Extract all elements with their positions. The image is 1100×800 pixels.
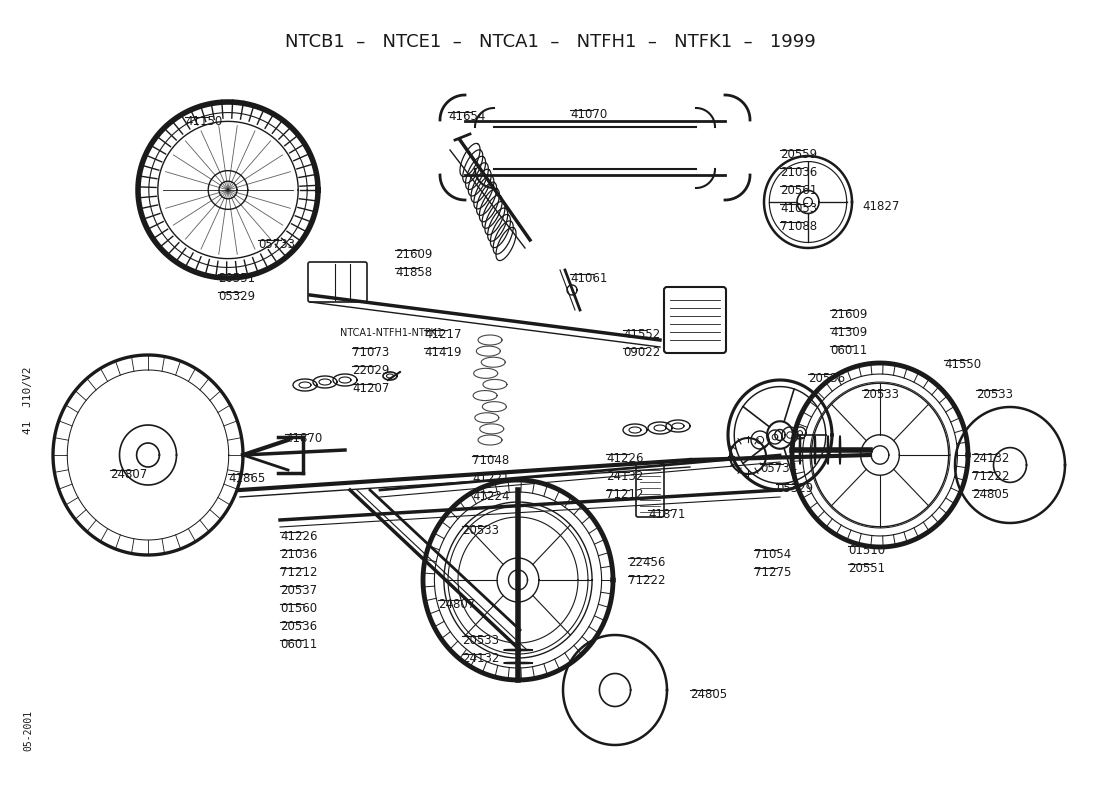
Text: 41858: 41858 [395,266,432,279]
Text: 06011: 06011 [280,638,317,651]
Text: 24807: 24807 [110,468,147,481]
FancyBboxPatch shape [308,262,367,302]
Text: 71212: 71212 [606,488,643,501]
Text: NTCB1  –   NTCE1  –   NTCA1  –   NTFH1  –   NTFK1  –   1999: NTCB1 – NTCE1 – NTCA1 – NTFH1 – NTFK1 – … [285,33,815,51]
Text: 20536: 20536 [808,372,845,385]
Text: 41053: 41053 [780,202,817,215]
Text: 24805: 24805 [690,688,727,701]
Text: 71222: 71222 [972,470,1010,483]
Text: 41654: 41654 [448,110,485,123]
Text: 05734: 05734 [760,462,798,475]
Text: 71054: 71054 [754,548,791,561]
Text: 41217: 41217 [424,328,462,341]
Text: 20559: 20559 [780,148,817,161]
Text: 71073: 71073 [352,346,389,359]
Text: 20533: 20533 [462,634,499,647]
Text: 24132: 24132 [462,652,499,665]
Text: 21036: 21036 [780,166,817,179]
Text: 01510: 01510 [848,544,886,557]
Text: 20533: 20533 [976,388,1013,401]
FancyBboxPatch shape [664,287,726,353]
Text: 41827: 41827 [862,200,900,213]
Text: NTCA1-NTFH1-NTFK1: NTCA1-NTFH1-NTFK1 [340,328,443,338]
Text: 05329: 05329 [218,290,255,303]
Text: 41870: 41870 [285,432,322,445]
Text: 41309: 41309 [830,326,867,339]
Text: 20533: 20533 [462,524,499,537]
Text: 24132: 24132 [972,452,1010,465]
Text: 41871: 41871 [648,508,685,521]
Text: 05-2001: 05-2001 [23,710,33,750]
Text: 41226: 41226 [280,530,318,543]
Text: 20551: 20551 [218,272,255,285]
Text: 41  J10/V2: 41 J10/V2 [23,366,33,434]
Text: 21609: 21609 [830,308,868,321]
Text: 05733: 05733 [258,238,295,251]
Text: 21036: 21036 [280,548,317,561]
Text: 05329: 05329 [776,482,813,495]
Text: 24805: 24805 [972,488,1009,501]
Text: 24132: 24132 [606,470,643,483]
Text: 22456: 22456 [628,556,666,569]
Text: 20533: 20533 [862,388,899,401]
Text: 71048: 71048 [472,454,509,467]
Text: 41552: 41552 [623,328,660,341]
Text: 71088: 71088 [780,220,817,233]
Text: 20551: 20551 [848,562,886,575]
Text: 41207: 41207 [352,382,389,395]
Text: 41150: 41150 [185,115,222,128]
Text: 24807: 24807 [438,598,475,611]
Text: 20561: 20561 [780,184,817,197]
Text: 41550: 41550 [944,358,981,371]
Text: 09022: 09022 [623,346,660,359]
Text: 20536: 20536 [280,620,317,633]
Text: 41061: 41061 [570,272,607,285]
Text: 41221: 41221 [472,472,509,485]
Text: 71275: 71275 [754,566,791,579]
Text: 41865: 41865 [228,472,265,485]
Text: 41419: 41419 [424,346,462,359]
Text: 41224: 41224 [472,490,509,503]
Text: 21609: 21609 [395,248,432,261]
Text: 71222: 71222 [628,574,666,587]
Text: 06011: 06011 [830,344,867,357]
Text: 41070: 41070 [570,108,607,121]
Text: 71212: 71212 [280,566,318,579]
Text: 22029: 22029 [352,364,389,377]
Text: 01560: 01560 [280,602,317,615]
Text: 41226: 41226 [606,452,643,465]
Text: 20537: 20537 [280,584,317,597]
FancyBboxPatch shape [636,463,664,517]
